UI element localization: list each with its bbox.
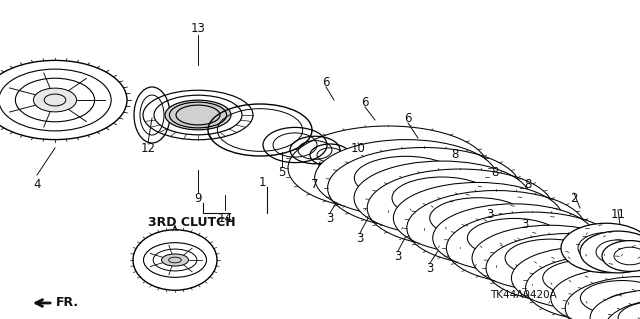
Text: 12: 12 (141, 142, 156, 154)
Ellipse shape (561, 223, 640, 273)
Text: 2: 2 (570, 191, 578, 204)
Text: 3: 3 (394, 249, 402, 263)
Text: 10: 10 (351, 142, 365, 154)
Ellipse shape (169, 257, 181, 263)
Ellipse shape (161, 254, 188, 266)
Ellipse shape (511, 247, 640, 309)
Ellipse shape (33, 88, 77, 112)
Text: 11: 11 (611, 209, 625, 221)
Ellipse shape (602, 241, 640, 271)
Text: 13: 13 (191, 21, 205, 34)
Text: 6: 6 (361, 95, 369, 108)
Ellipse shape (165, 100, 231, 130)
Ellipse shape (170, 102, 227, 128)
Text: 5: 5 (278, 166, 285, 179)
Ellipse shape (394, 182, 563, 254)
Text: 3: 3 (326, 211, 333, 225)
Text: 8: 8 (451, 149, 459, 161)
Text: 4: 4 (33, 179, 41, 191)
Text: 9: 9 (195, 191, 202, 204)
Text: 1: 1 (259, 175, 266, 189)
Ellipse shape (176, 105, 220, 125)
Ellipse shape (551, 268, 640, 319)
Ellipse shape (630, 311, 640, 319)
Text: 6: 6 (323, 76, 330, 88)
Ellipse shape (433, 204, 595, 272)
Text: 14: 14 (218, 211, 232, 225)
Text: 3: 3 (522, 219, 529, 232)
Ellipse shape (44, 94, 66, 106)
Ellipse shape (590, 289, 640, 319)
Text: 6: 6 (404, 112, 412, 124)
Text: FR.: FR. (56, 296, 79, 309)
Text: 7: 7 (311, 179, 319, 191)
Text: TK44A0420A: TK44A0420A (490, 290, 557, 300)
Ellipse shape (315, 140, 497, 216)
Text: 3: 3 (426, 262, 434, 275)
Text: 3: 3 (486, 209, 493, 221)
Ellipse shape (354, 161, 530, 235)
Text: 8: 8 (492, 166, 499, 179)
Text: 3: 3 (356, 232, 364, 244)
Ellipse shape (472, 225, 628, 291)
Text: 8: 8 (524, 179, 532, 191)
Ellipse shape (580, 231, 640, 273)
Text: 3RD CLUTCH: 3RD CLUTCH (148, 216, 236, 228)
